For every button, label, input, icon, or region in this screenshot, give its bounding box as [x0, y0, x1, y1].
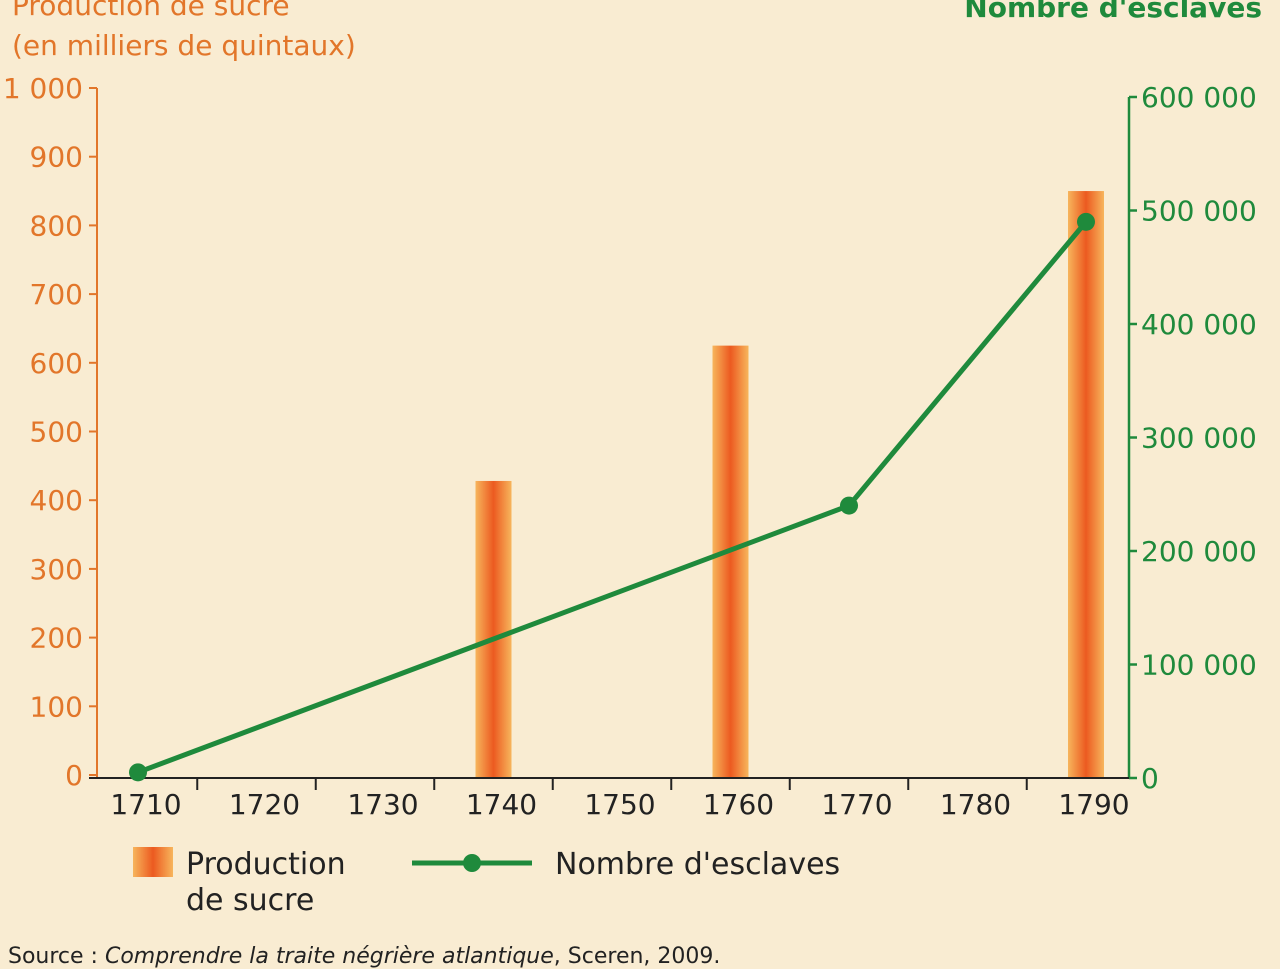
axes-group: 0 100 200 300 400 500 600 700 800 900 1 000 0 100 00…	[3, 72, 1257, 821]
left-tick-label: 400	[30, 484, 83, 517]
left-axis-title: Production de sucre (en milliers de quin…	[12, 0, 356, 66]
x-tick-label-1770: 1770	[821, 788, 892, 821]
x-tick-label-1720: 1720	[229, 788, 300, 821]
right-tick-label: 400 000	[1141, 308, 1257, 341]
left-axis-title-line2: (en milliers de quintaux)	[12, 29, 356, 62]
left-tick-label: 300	[30, 553, 83, 586]
left-tick-label: 0	[65, 759, 83, 792]
left-tick-label: 500	[30, 416, 83, 449]
point-esclaves-1710	[129, 763, 147, 782]
x-tick-label-1730: 1730	[347, 788, 418, 821]
x-tick-label-1750: 1750	[584, 788, 655, 821]
line-esclaves	[135, 219, 1089, 775]
line-series-group	[129, 212, 1095, 782]
left-tick-label: 800	[30, 209, 83, 242]
left-tick-label: 900	[30, 141, 83, 174]
x-tick-label-1790: 1790	[1058, 788, 1129, 821]
left-axis-title-line1: Production de sucre	[12, 0, 290, 22]
bar-1740	[475, 480, 512, 778]
bar-1760	[712, 345, 749, 778]
source-note: Source : Comprendre la traite négrière a…	[8, 944, 720, 969]
legend-bar-label-line1: Production	[186, 847, 346, 882]
x-tick-label-1760: 1760	[703, 788, 774, 821]
source-work: Comprendre la traite négrière atlantique	[104, 944, 554, 969]
point-esclaves-1790	[1077, 212, 1095, 231]
x-tick-label-1710: 1710	[110, 788, 181, 821]
right-tick-label: 300 000	[1141, 422, 1257, 455]
right-tick-label: 100 000	[1141, 649, 1257, 682]
left-tick-label: 1 000	[3, 72, 83, 105]
bar-1790	[1068, 191, 1104, 779]
legend-line-marker	[463, 854, 481, 872]
x-tick-label-1780: 1780	[940, 788, 1011, 821]
left-tick-label: 600	[30, 347, 83, 380]
right-tick-label: 500 000	[1141, 195, 1257, 228]
point-esclaves-1770	[840, 496, 858, 515]
right-tick-label: 600 000	[1141, 81, 1257, 114]
left-tick-label: 200	[30, 622, 83, 655]
bars-group	[475, 191, 1104, 779]
legend-bar-swatch	[133, 847, 173, 877]
source-suffix: , Sceren, 2009.	[553, 944, 721, 969]
left-tick-label: 700	[30, 278, 83, 311]
x-tick-label-1740: 1740	[466, 788, 537, 821]
right-axis-title: Nombre d'esclaves	[964, 0, 1262, 24]
legend-bar-label-line2: de sucre	[186, 883, 314, 918]
right-tick-label: 0	[1141, 762, 1159, 795]
left-tick-label: 100	[30, 690, 83, 723]
source-prefix: Source :	[8, 944, 105, 969]
legend-line-label: Nombre d'esclaves	[555, 847, 840, 882]
right-tick-label: 200 000	[1141, 535, 1257, 568]
